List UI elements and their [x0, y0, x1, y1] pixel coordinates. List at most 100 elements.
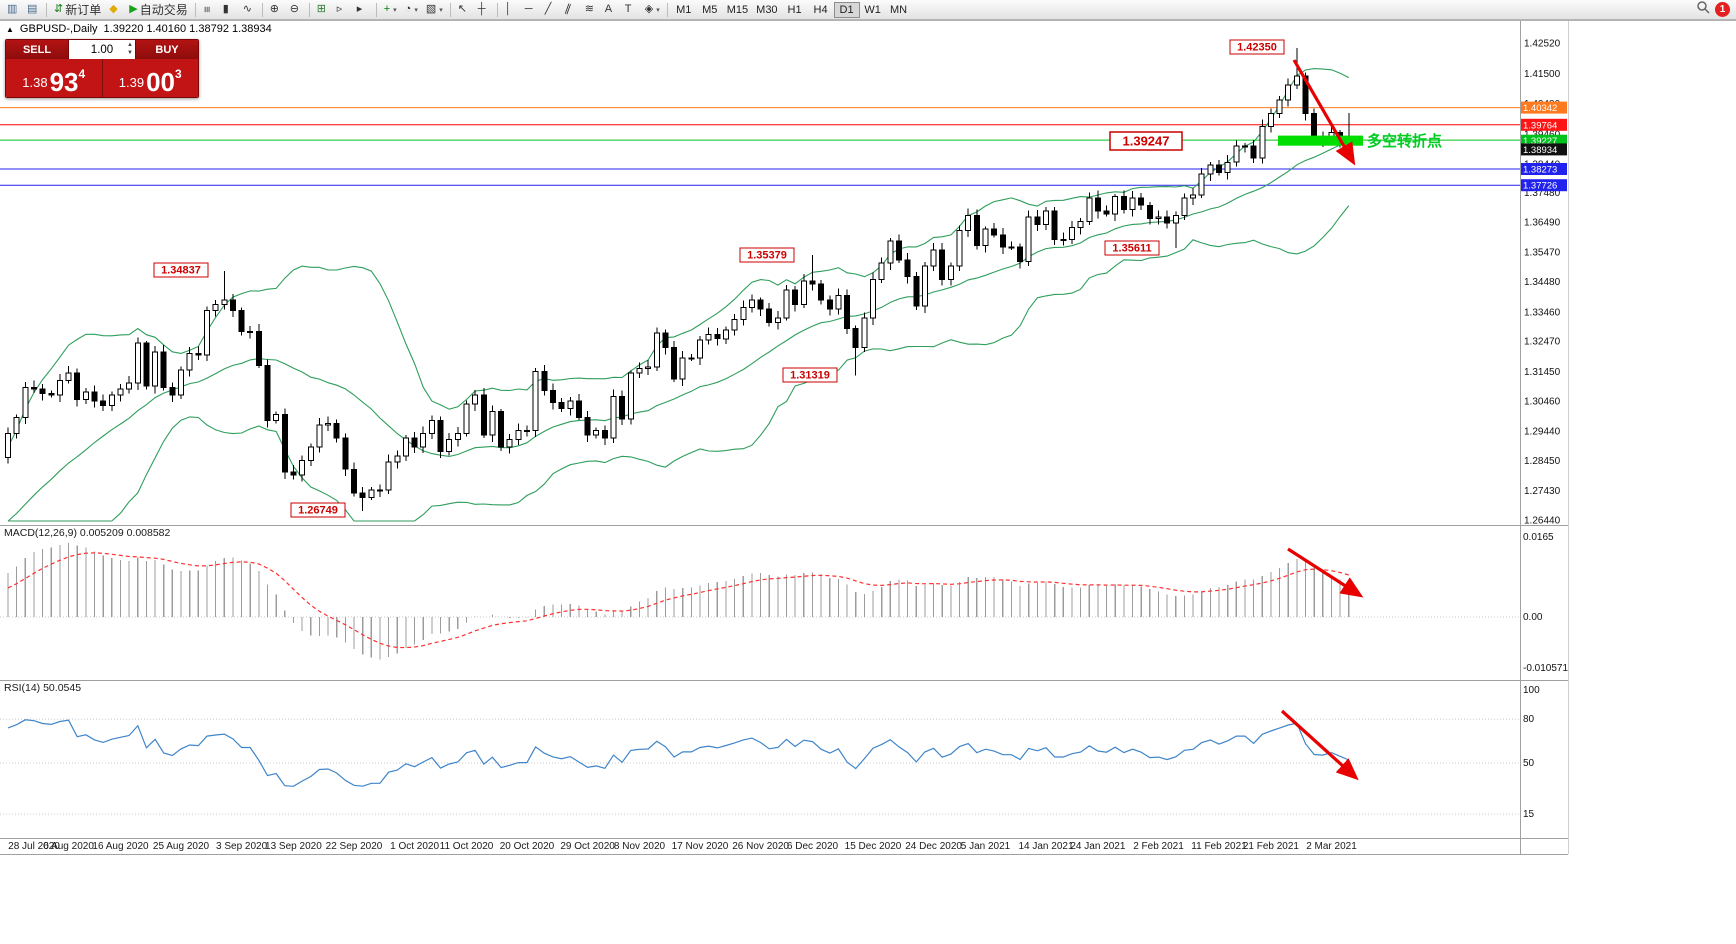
shapes-icon: ◈ [644, 3, 654, 15]
candle-chart-button[interactable]: ▮ [219, 1, 239, 19]
chart-shift-button[interactable]: ▹ [333, 1, 353, 19]
vertical-line-icon: │ [504, 3, 512, 15]
sell-price-base: 1.38 [22, 75, 48, 90]
search-icon[interactable] [1696, 0, 1710, 19]
rsi-indicator [0, 718, 1520, 815]
svg-text:17 Nov 2020: 17 Nov 2020 [672, 841, 729, 852]
toolbar-separator [308, 2, 310, 17]
line-chart-button[interactable]: ∿ [239, 1, 259, 19]
svg-text:8 Nov 2020: 8 Nov 2020 [614, 841, 666, 852]
volume-value[interactable]: 1.00 [90, 43, 114, 56]
svg-text:1.39227: 1.39227 [1523, 136, 1557, 147]
trendline-icon: ╱ [544, 3, 552, 15]
svg-text:16 Aug 2020: 16 Aug 2020 [92, 841, 149, 852]
volume-spinner[interactable]: ▲ ▼ [127, 41, 133, 57]
channel-button[interactable]: ∥ [561, 1, 581, 19]
symbol-title: GBPUSD-,Daily [19, 23, 98, 35]
indicators-button[interactable]: + ▾ [380, 1, 401, 19]
horizontal-line-button[interactable]: ─ [521, 1, 541, 19]
sell-button[interactable]: SELL [6, 40, 68, 59]
new-order-button[interactable]: ⇵ 新订单 [50, 1, 105, 19]
bar-chart-button[interactable]: ≡ [199, 1, 219, 19]
text-button[interactable]: A [601, 1, 621, 19]
price-callout-labels[interactable]: 1.42350 1.39247 1.34837 1.35379 1.35611 1.313… [153, 39, 1285, 518]
chart-shift-icon: ▹ [336, 3, 343, 15]
one-click-collapse-icon[interactable]: ▲ [6, 24, 14, 34]
metaquotes-button[interactable]: ◆ [105, 1, 125, 19]
autotrading-play-icon: ▶ [129, 3, 138, 15]
svg-text:21 Feb 2021: 21 Feb 2021 [1243, 841, 1300, 852]
svg-text:1.39247: 1.39247 [1123, 134, 1170, 149]
buy-price[interactable]: 1.39 00 3 [103, 59, 199, 97]
timeframe-d1-button[interactable]: D1 [833, 1, 860, 18]
svg-text:1.42520: 1.42520 [1524, 39, 1561, 50]
rsi-header: RSI(14) 50.0545 [4, 682, 82, 694]
label-button[interactable]: T [621, 1, 641, 19]
rsi-axis-labels: 100 80 50 15 [1523, 685, 1540, 820]
timeframe-m15-button[interactable]: M15 [723, 2, 752, 18]
timeframe-m5-button[interactable]: M5 [697, 2, 723, 18]
tile-windows-button[interactable]: ⊞ [313, 1, 333, 19]
sell-price[interactable]: 1.38 93 4 [6, 59, 102, 97]
volume-up-icon[interactable]: ▲ [127, 42, 133, 48]
pivot-zone-rect[interactable] [1278, 135, 1363, 146]
svg-text:1.26440: 1.26440 [1524, 516, 1561, 527]
trendline-button[interactable]: ╱ [541, 1, 561, 19]
volume-down-icon[interactable]: ▼ [127, 50, 133, 56]
svg-text:1 Oct 2020: 1 Oct 2020 [390, 841, 439, 852]
crosshair-icon: ┼ [477, 3, 486, 15]
trend-arrows[interactable] [1280, 59, 1364, 781]
new-chart-button[interactable]: ▥ [3, 1, 23, 19]
cursor-button[interactable]: ↖ [454, 1, 474, 19]
one-click-prices: 1.38 93 4 1.39 00 3 [6, 59, 198, 97]
metaquotes-logo-icon: ◆ [109, 3, 118, 15]
svg-text:1.41500: 1.41500 [1524, 69, 1561, 80]
svg-text:1.31450: 1.31450 [1524, 367, 1561, 378]
bollinger-bands[interactable] [7, 68, 1350, 522]
autotrading-button[interactable]: ▶ 自动交易 [125, 1, 191, 19]
auto-scroll-button[interactable]: ▸ [353, 1, 373, 19]
zoom-in-button[interactable]: ⊕ [266, 1, 286, 19]
svg-text:100: 100 [1523, 685, 1540, 696]
buy-button[interactable]: BUY [136, 40, 198, 59]
toolbar-right: 1 [1696, 0, 1733, 19]
svg-text:15: 15 [1523, 809, 1535, 820]
timeframe-mn-button[interactable]: MN [886, 2, 912, 18]
svg-text:2 Feb 2021: 2 Feb 2021 [1133, 841, 1184, 852]
timeframe-w1-button[interactable]: W1 [860, 2, 886, 18]
horizontal-lines[interactable] [0, 107, 1520, 186]
svg-text:3 Sep 2020: 3 Sep 2020 [216, 841, 268, 852]
timeframe-m30-button[interactable]: M30 [752, 2, 781, 18]
svg-text:14 Jan 2021: 14 Jan 2021 [1018, 841, 1073, 852]
svg-text:1.29440: 1.29440 [1524, 427, 1561, 438]
new-order-button-label: 新订单 [65, 3, 102, 17]
svg-text:0.00: 0.00 [1523, 612, 1543, 623]
svg-text:22 Sep 2020: 22 Sep 2020 [326, 841, 383, 852]
timeframe-m1-button[interactable]: M1 [671, 2, 697, 18]
svg-text:6 Aug 2020: 6 Aug 2020 [43, 841, 94, 852]
candlestick-chart-icon: ▮ [222, 3, 229, 15]
svg-text:28 Jul 2020: 28 Jul 2020 [8, 841, 60, 852]
vertical-line-button[interactable]: │ [501, 1, 521, 19]
svg-text:15 Dec 2020: 15 Dec 2020 [845, 841, 902, 852]
periods-button[interactable]: ◔ ▾ [401, 1, 422, 19]
toolbar-separator [261, 2, 263, 17]
candlesticks [5, 48, 1352, 511]
crosshair-button[interactable]: ┼ [474, 1, 494, 19]
timeframe-h4-button[interactable]: H4 [808, 2, 834, 18]
svg-text:80: 80 [1523, 714, 1535, 725]
profiles-button[interactable]: ▤ [23, 1, 43, 19]
bar-chart-icon: ≡ [200, 6, 213, 13]
zoom-out-button[interactable]: ⊖ [286, 1, 306, 19]
macd-header: MACD(12,26,9) 0.005209 0.008582 [4, 527, 171, 539]
notification-badge[interactable]: 1 [1715, 2, 1730, 17]
fibonacci-button[interactable]: ≋ [581, 1, 601, 19]
shapes-button[interactable]: ◈ ▾ [641, 1, 664, 19]
timeframe-h1-button[interactable]: H1 [782, 2, 808, 18]
price-divider [101, 59, 103, 97]
volume-control[interactable]: 1.00 ▲ ▼ [68, 40, 136, 59]
templates-button[interactable]: ▧ ▾ [422, 1, 447, 19]
